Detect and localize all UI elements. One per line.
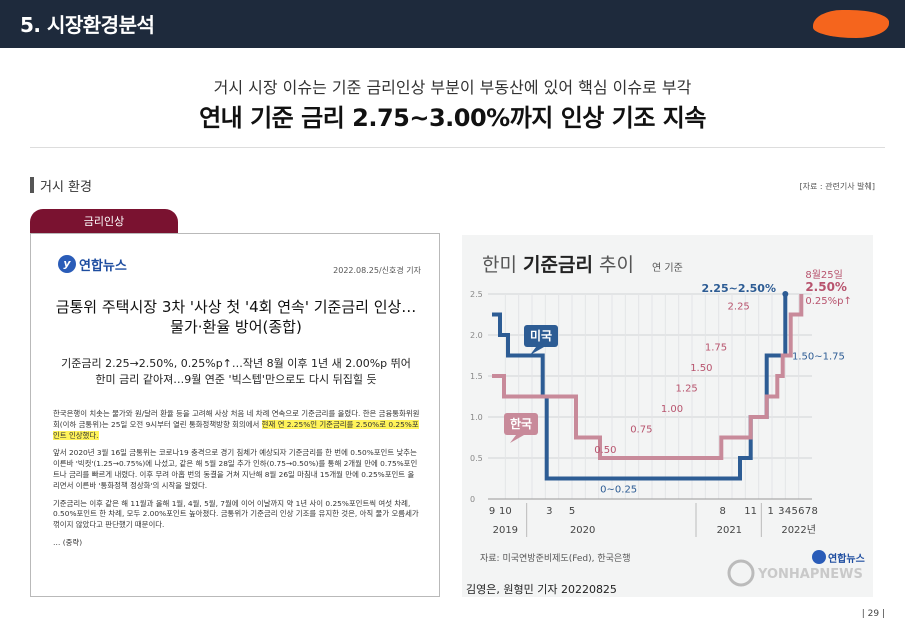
y-tick-label: 0.5 (470, 454, 483, 463)
us-current-label: 2.25~2.50% (701, 282, 776, 295)
watermark-icon (727, 559, 755, 587)
news-article: y 연합뉴스 2022.08.25/신호경 기자 금통위 주택시장 3차 '사상… (30, 233, 440, 597)
kr-step-label: 1.00 (661, 404, 683, 415)
x-tick-label: 3 (778, 506, 784, 517)
chart-source: 자료: 미국연방준비제도(Fed), 한국은행 (480, 552, 631, 564)
header-bar: 5. 시장환경분석 (0, 0, 905, 48)
article-paragraph: 한국은행이 치솟는 물가와 원/달러 환율 등을 고려해 사상 처음 네 차례 … (53, 409, 421, 441)
x-tick-label: 6 (798, 506, 804, 517)
article-body: 한국은행이 치솟는 물가와 원/달러 환율 등을 고려해 사상 처음 네 차례 … (53, 409, 421, 549)
kr-step-label: 1.50 (690, 363, 712, 374)
watermark: YONHAPNEWS (757, 567, 863, 582)
kr-current-change: 0.25%p↑ (805, 296, 852, 307)
series-name-label: 미국 (530, 328, 552, 343)
chart-logo: 연합뉴스 (828, 552, 865, 565)
us-zero-label: 0~0.25 (600, 485, 637, 496)
x-tick-label: 5 (569, 506, 575, 517)
divider (30, 147, 885, 148)
x-tick-label: 9 (489, 506, 495, 517)
article-paragraph: 앞서 2020년 3월 16일 금통위는 코로나19 충격으로 경기 침체가 예… (53, 448, 418, 490)
kr-step-label: 0.75 (630, 425, 652, 436)
x-tick-label: 5 (791, 506, 797, 517)
x-tick-label: 10 (499, 506, 512, 517)
article-logo: 연합뉴스 (79, 259, 127, 274)
kr-step-label: 1.25 (676, 384, 698, 395)
article-subtitle-line2: 한미 금리 같아져…9월 연준 '빅스텝'만으로도 다시 뒤집힐 듯 (95, 373, 377, 386)
article-title-line2: 물가·환율 방어(종합) (170, 318, 302, 336)
chart-title: 한미 기준금리 추이 (482, 254, 634, 276)
x-tick-label: 8 (719, 506, 725, 517)
x-tick-label: 8 (811, 506, 817, 517)
page-number: | 29 | (861, 609, 885, 619)
yonhap-logo-icon (812, 550, 826, 564)
us-range-label: 1.50~1.75 (792, 352, 845, 363)
x-tick-label: 4 (785, 506, 791, 517)
year-label: 2022년 (781, 524, 816, 536)
x-tick-label: 11 (744, 506, 757, 517)
series-tag-pointer (530, 347, 544, 355)
orange-highlight-shape (813, 10, 889, 38)
article-paragraph: 기준금리는 이후 같은 해 11월과 올해 1월, 4월, 5월, 7월에 이어… (53, 498, 419, 530)
yonhap-logo-icon: y (58, 255, 76, 273)
year-label: 2020 (570, 525, 595, 536)
subtitle: 거시 시장 이슈는 기준 금리인상 부분이 부동산에 있어 핵심 이슈로 부각 (213, 78, 692, 97)
year-label: 2019 (493, 525, 518, 536)
us-current-marker (782, 291, 789, 297)
paragraph-text: 한국은행이 치솟는 물가와 원/달러 환율 등을 고려해 사상 처음 네 차례 … (53, 409, 420, 429)
y-tick-label: 1.0 (470, 413, 483, 422)
article-title-line1: 금통위 주택시장 3차 '사상 첫 '4회 연속' 기준금리 인상… (55, 298, 417, 316)
article-date: 2022.08.25/신호경 기자 (333, 266, 421, 275)
page-title: 5. 시장환경분석 (20, 13, 155, 37)
series-line-kr (492, 294, 804, 460)
headline: 연내 기준 금리 2.75~3.00%까지 인상 기조 지속 (199, 104, 706, 132)
y-tick-label: 1.5 (470, 372, 483, 381)
section-title: 거시 환경 (40, 180, 92, 195)
article-tag: 금리인상 (30, 209, 178, 234)
article-subtitle-line1: 기준금리 2.25→2.50%, 0.25%p↑…작년 8월 이후 1년 새 2… (61, 357, 411, 370)
kr-step-label: 1.75 (705, 343, 727, 354)
source-note: [자료 : 관련기사 발췌] (799, 182, 875, 191)
article-ellipsis: … (중략) (53, 537, 83, 547)
x-tick-label: 1 (767, 506, 773, 517)
x-tick-label: 3 (546, 506, 552, 517)
kr-step-label: 2.25 (728, 302, 750, 313)
y-tick-label: 2.5 (470, 290, 483, 299)
series-tag-pointer (510, 435, 524, 443)
article-title: 금통위 주택시장 3차 '사상 첫 '4회 연속' 기준금리 인상… 물가·환율… (41, 297, 431, 337)
chart-series (492, 294, 804, 481)
series-tag (504, 413, 538, 435)
kr-current-date: 8월25일 (805, 269, 843, 281)
chart-unit: 연 기준 (652, 262, 683, 274)
article-subtitle: 기준금리 2.25→2.50%, 0.25%p↑…작년 8월 이후 1년 새 2… (41, 356, 431, 388)
y-tick-label: 2.0 (470, 331, 483, 340)
series-name-label: 한국 (510, 416, 532, 431)
x-tick-label: 7 (805, 506, 811, 517)
section-marker (30, 177, 34, 193)
series-tag (524, 325, 558, 347)
chart-byline: 김영은, 원형민 기자 20220825 (466, 583, 617, 596)
kr-step-label: 0.50 (594, 445, 616, 456)
year-label: 2021 (717, 525, 742, 536)
kr-current-value: 2.50% (805, 280, 847, 294)
y-tick-label: 0 (470, 495, 475, 504)
